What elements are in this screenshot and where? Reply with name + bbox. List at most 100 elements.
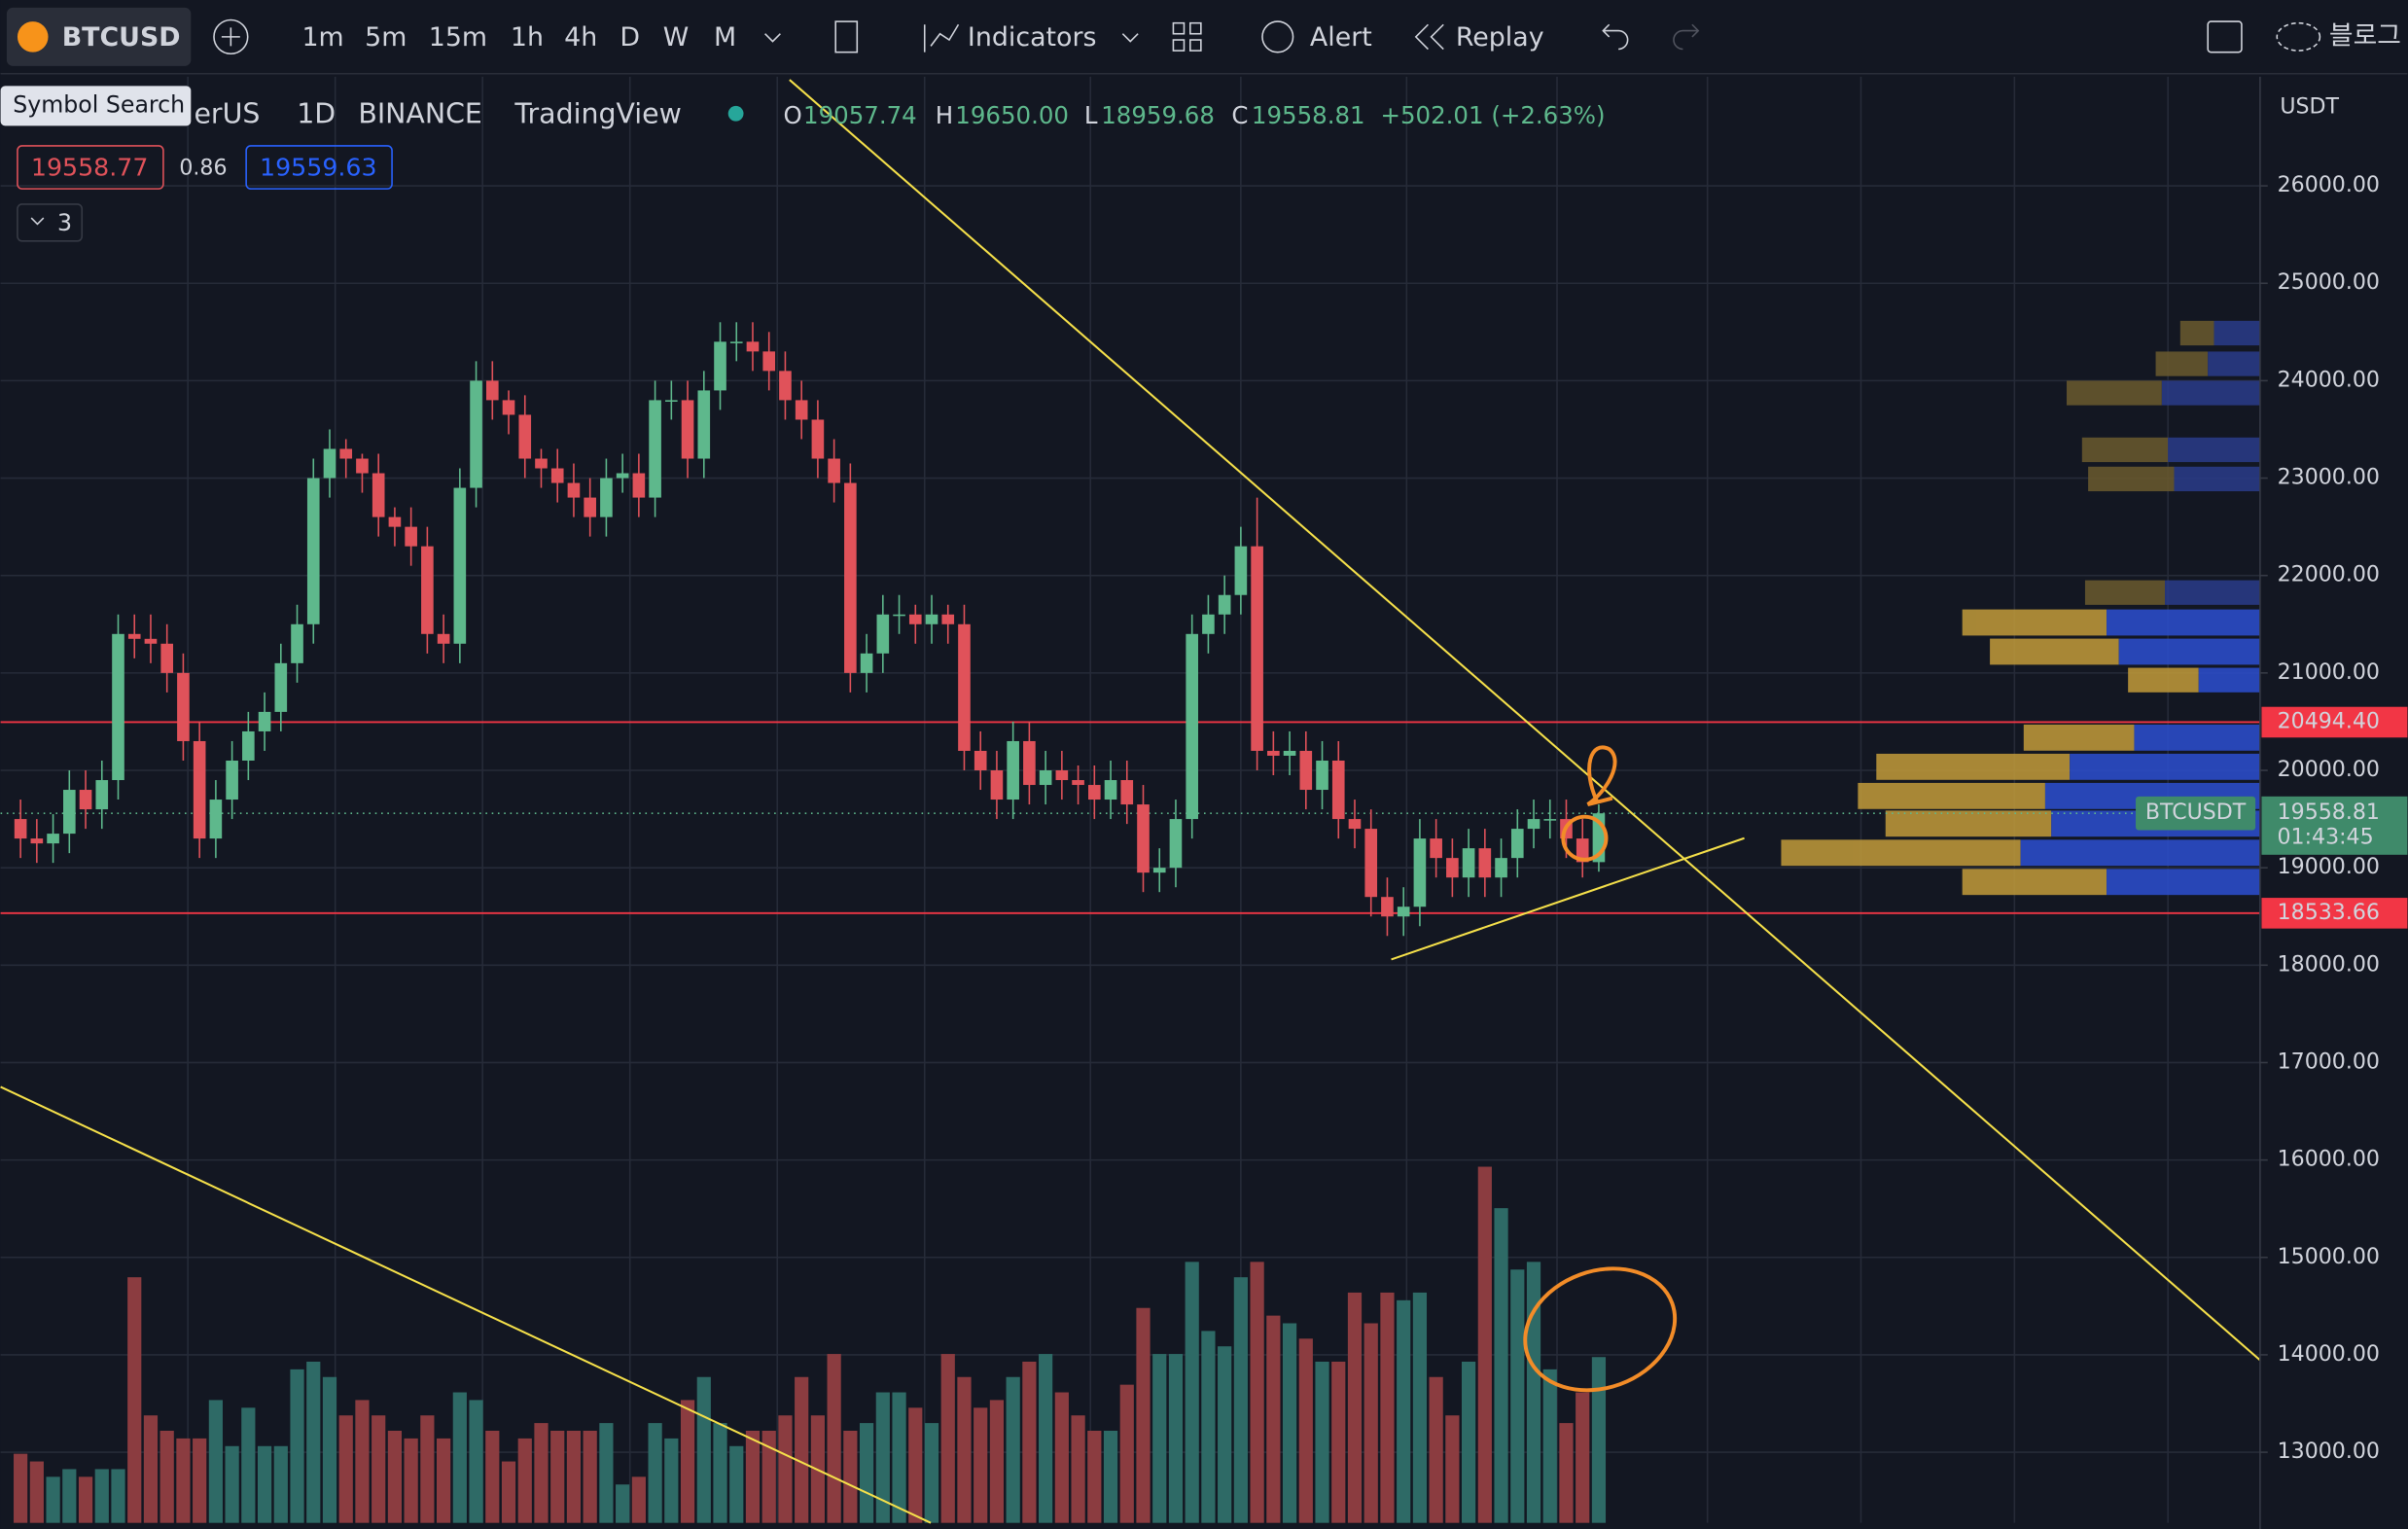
candle-body — [1430, 838, 1442, 859]
last-price-bg — [2261, 796, 2408, 855]
volume-bar — [778, 1415, 793, 1523]
candle-body — [1364, 829, 1378, 898]
alert-button[interactable]: Alert — [1310, 22, 1372, 53]
candle-body — [535, 458, 548, 469]
bid[interactable]: 19558.77 — [31, 154, 148, 182]
volume-bar — [127, 1277, 142, 1523]
volume-bar — [599, 1423, 614, 1523]
candle-body — [226, 760, 238, 800]
indicators-button[interactable]: Indicators — [968, 22, 1097, 53]
redo[interactable] — [1673, 23, 1700, 51]
volume-bar — [1168, 1354, 1184, 1523]
volume-bar — [14, 1453, 28, 1523]
candle-body — [127, 633, 141, 639]
c-label: C — [1231, 101, 1248, 129]
candle-body — [990, 770, 1004, 800]
volume-bar — [795, 1376, 809, 1523]
sell-box[interactable] — [17, 145, 164, 190]
candle-body — [729, 341, 743, 343]
interval-button[interactable]: 15m — [429, 22, 487, 53]
layouts[interactable] — [1172, 21, 1202, 52]
candle-body — [47, 834, 59, 844]
currency[interactable]: USDT — [2280, 93, 2339, 119]
candle-body — [112, 633, 124, 781]
price-label: 20494.40 — [2278, 708, 2380, 733]
y-tick-label: 15000.00 — [2278, 1244, 2380, 1269]
volume-bar — [338, 1415, 353, 1523]
interval-button[interactable]: 1m — [301, 22, 343, 53]
y-tick-label: 17000.00 — [2278, 1049, 2380, 1074]
interval-button[interactable]: W — [663, 22, 690, 53]
symbol-button[interactable] — [6, 7, 192, 66]
candle-body — [1007, 740, 1019, 800]
y-tick-label: 22000.00 — [2278, 562, 2380, 587]
candle-body — [1446, 858, 1459, 878]
undo[interactable] — [1602, 23, 1629, 51]
candle-body — [1462, 848, 1475, 878]
interval-button[interactable]: D — [620, 22, 640, 53]
candle-body — [1218, 594, 1231, 615]
candle-body — [925, 614, 938, 624]
high: 19650.00 — [955, 101, 1069, 129]
volume-bar — [1542, 1369, 1557, 1523]
volume-bar — [1412, 1292, 1428, 1523]
fullscreen[interactable] — [2207, 20, 2243, 53]
ohlc: O 19057.74 H 19650.00 L 18959.68 C 19558… — [784, 101, 1606, 129]
volume-bar — [1331, 1361, 1346, 1523]
volume-bar — [1185, 1262, 1199, 1523]
candle-body — [1316, 760, 1328, 791]
candle-body — [1348, 819, 1362, 830]
volume-bar — [875, 1392, 890, 1523]
candle-body — [681, 400, 694, 459]
replay-button[interactable]: Replay — [1456, 22, 1544, 53]
interval-button[interactable]: 1h — [511, 22, 544, 53]
y-tick-label: 13000.00 — [2278, 1439, 2380, 1464]
candle-body — [274, 662, 288, 712]
candle-body — [258, 711, 271, 731]
buy-box[interactable] — [245, 145, 393, 190]
candle-body — [941, 614, 955, 624]
volume-bar — [420, 1415, 435, 1523]
volume-bar — [1576, 1392, 1590, 1523]
volume-bar — [1266, 1315, 1281, 1523]
blog-button[interactable]: 블로그 — [2329, 20, 2401, 51]
candle-body — [372, 473, 385, 517]
symbol[interactable]: BTCUSD — [62, 22, 181, 53]
interval-button[interactable]: 4h — [564, 22, 597, 53]
candle-body — [291, 623, 303, 663]
trend-lines — [0, 79, 2261, 1524]
candle-body — [1413, 838, 1427, 907]
chart-type[interactable] — [834, 20, 859, 53]
candle-body — [1543, 819, 1557, 821]
market-status — [727, 105, 744, 122]
candle-body — [1283, 750, 1296, 756]
interval-dropdown[interactable] — [764, 33, 781, 43]
legend-name: erUS — [194, 97, 260, 129]
volume-bar — [257, 1445, 272, 1523]
interval-button[interactable]: M — [714, 22, 736, 53]
volume-bar — [501, 1461, 516, 1523]
candle-body — [1104, 780, 1117, 800]
volume-bar — [1397, 1299, 1411, 1523]
indicators-dropdown[interactable] — [1121, 33, 1139, 43]
candle-body — [1186, 633, 1199, 820]
candle-body — [584, 497, 596, 517]
ask[interactable]: 19559.63 — [260, 154, 376, 182]
add-symbol[interactable] — [213, 18, 249, 55]
volume-bar — [1006, 1376, 1020, 1523]
interval-button[interactable]: 5m — [365, 22, 407, 53]
candle-body — [893, 614, 905, 617]
volume-bar — [534, 1423, 549, 1523]
volume-bar — [1250, 1262, 1264, 1523]
candle-body — [1299, 750, 1313, 791]
candle-body — [95, 780, 109, 810]
candle-body — [1087, 785, 1101, 800]
volume-bar — [355, 1400, 370, 1523]
candle-body — [306, 478, 320, 624]
volume-bar — [225, 1445, 239, 1523]
collapse-button[interactable] — [17, 203, 84, 242]
volume-bar — [159, 1430, 174, 1523]
candle-body — [453, 487, 467, 644]
volume-bar — [566, 1430, 582, 1523]
volume-bar — [1494, 1208, 1508, 1523]
